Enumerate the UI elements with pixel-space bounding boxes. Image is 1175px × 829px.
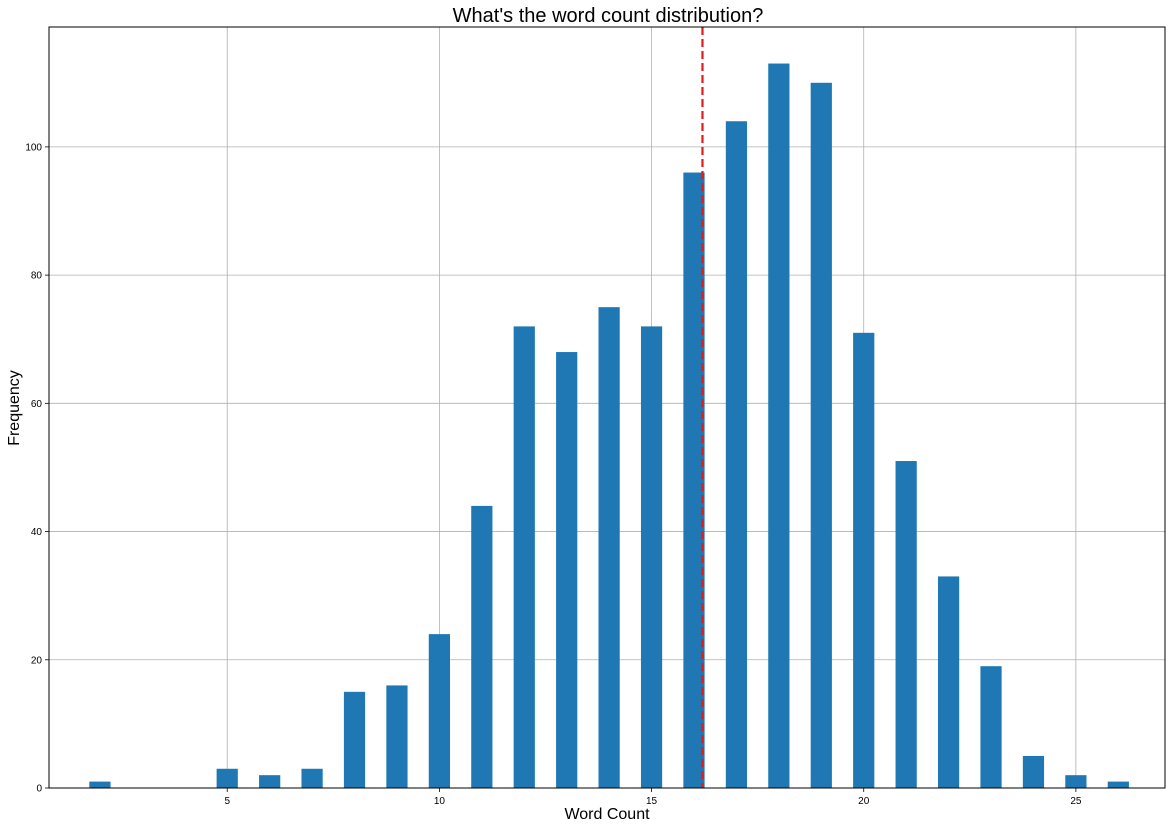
y-axis-ticks: 0 20 40 60 80 100	[25, 142, 49, 795]
y-axis-title: Frequency	[6, 370, 23, 446]
y-tick-label: 20	[31, 655, 43, 666]
histogram-bar	[980, 666, 1002, 788]
histogram-bar	[428, 634, 450, 788]
histogram-bar	[853, 332, 875, 788]
histogram-bar	[937, 576, 960, 788]
histogram-bar	[768, 63, 790, 788]
y-tick-label: 0	[36, 784, 42, 795]
histogram-bar	[343, 691, 366, 788]
histogram-bar	[301, 768, 323, 788]
histogram-bar	[1065, 775, 1087, 788]
plot-frame	[48, 26, 1166, 789]
histogram-bar	[259, 775, 281, 788]
y-tick-label: 80	[31, 271, 43, 282]
histogram-bar	[216, 768, 238, 788]
x-tick-label: 20	[858, 796, 870, 807]
histogram-bar	[683, 172, 705, 788]
chart-title: What's the word count distribution?	[453, 5, 764, 27]
x-tick-label: 15	[646, 796, 658, 807]
histogram-bar	[725, 121, 748, 788]
histogram-bar	[640, 326, 663, 788]
x-tick-label: 5	[224, 796, 230, 807]
histogram-bar	[513, 326, 535, 788]
x-axis-ticks: 5 10 15 20 25	[224, 788, 1082, 807]
histogram-bar	[1107, 781, 1129, 788]
bars	[89, 63, 1129, 789]
histogram-bar	[1022, 755, 1045, 788]
histogram-bar	[386, 685, 408, 788]
histogram-bar	[89, 781, 111, 788]
histogram-bar	[556, 352, 578, 788]
y-tick-label: 100	[25, 142, 42, 153]
histogram-bar	[471, 505, 493, 788]
y-tick-label: 60	[31, 399, 43, 410]
histogram-bar	[810, 82, 832, 789]
histogram-bar	[598, 307, 620, 788]
x-tick-label: 25	[1070, 796, 1082, 807]
x-tick-label: 10	[434, 796, 446, 807]
histogram-bar	[895, 461, 917, 788]
x-axis-title: Word Count	[564, 806, 650, 823]
y-tick-label: 40	[31, 527, 43, 538]
